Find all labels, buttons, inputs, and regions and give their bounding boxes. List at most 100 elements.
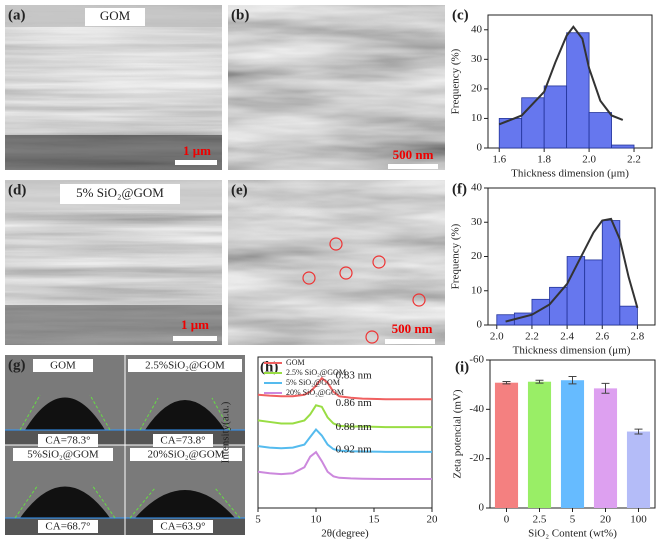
panel-label: (g) — [8, 357, 26, 373]
image-g: (g) GOM 2.5%SiO₂@GOM CA=78.3° CA=73.8° 5… — [5, 355, 245, 535]
panel-label: (i) — [455, 359, 469, 375]
image-e: (e) 500 nm — [228, 180, 445, 345]
x-tick-label: 0 — [504, 514, 510, 526]
y-tick-label: 20 — [471, 82, 483, 94]
error-bar — [601, 382, 610, 394]
x-tick-label: 15 — [369, 514, 381, 526]
x-axis-label: Thickness dimension (μm) — [511, 168, 629, 180]
y-axis-label: Frequency (%) — [450, 48, 462, 114]
markers — [302, 237, 426, 344]
plot-frame — [257, 356, 433, 509]
x-tick-label: 20 — [427, 514, 439, 526]
y-tick-label: 10 — [471, 284, 483, 296]
scale-bar — [385, 339, 435, 344]
annotation: 0.88 nm — [336, 421, 373, 433]
image-text: CA=73.8° — [160, 435, 205, 447]
scale-text: 500 nm — [392, 321, 433, 336]
annotation: 0.83 nm — [336, 370, 373, 382]
line — [257, 404, 432, 429]
fit-curve — [505, 217, 639, 323]
y-tick-label: 30 — [471, 53, 483, 65]
image-text: 5% SiO₂@GOM — [76, 185, 164, 200]
y-tick-label: 0 — [477, 319, 483, 331]
panel-label: (a) — [8, 7, 26, 23]
annotation: 0.86 nm — [336, 397, 373, 409]
scale-text: 500 nm — [393, 147, 434, 162]
x-tick-label: 1.8 — [537, 154, 551, 166]
y-tick-label: 0 — [477, 142, 483, 154]
x-tick-label: 20 — [600, 514, 612, 526]
y-axis-label: Intensity(a.u.) — [220, 401, 232, 463]
label-boxes — [13, 359, 242, 533]
annotation: 0.92 nm — [336, 444, 373, 456]
x-axis-label: Thickness dimension (μm) — [513, 345, 631, 357]
legend-label: 2.5% SiO₂@GOM — [286, 368, 346, 377]
image-text: GOM — [50, 360, 76, 372]
panel-label: (d) — [8, 182, 26, 198]
error-bar — [535, 379, 544, 384]
x-tick-label: 2.8 — [631, 331, 645, 343]
error-bar — [502, 380, 511, 385]
line — [257, 450, 432, 481]
bar — [588, 112, 612, 149]
x-tick-label: 2.2 — [525, 331, 539, 343]
panel-label: (c) — [452, 7, 469, 23]
image-text: GOM — [100, 8, 131, 23]
scale-text: 1 μm — [181, 317, 209, 332]
scale-bar — [388, 164, 438, 169]
x-axis-label: 2θ(degree) — [321, 528, 369, 540]
x-tick-label: 2.5 — [533, 514, 547, 526]
scale-text: 1 μm — [183, 143, 211, 158]
y-tick-label: -20 — [469, 452, 484, 464]
fit-curve — [498, 25, 624, 126]
image-d: (d) 5% SiO₂@GOM 1 μm — [5, 180, 222, 345]
bar — [584, 259, 603, 326]
error-bar — [568, 376, 577, 385]
bar — [527, 381, 552, 508]
image-text: 20%SiO₂@GOM — [148, 449, 225, 461]
x-tick-label: 2.6 — [595, 331, 609, 343]
line — [257, 376, 432, 401]
image-text: 5%SiO₂@GOM — [27, 449, 99, 461]
x-axis-label: SiO₂ Content (wt%) — [528, 528, 617, 540]
legend-label: GOM — [286, 358, 305, 367]
image-b: (b) 500 nm — [228, 5, 445, 170]
y-tick-label: -60 — [469, 354, 484, 366]
bar — [521, 97, 545, 149]
y-tick-label: 0 — [479, 502, 485, 514]
bar — [601, 220, 621, 326]
legend-label: 20% SiO₂@GOM — [286, 388, 344, 397]
y-axis-label: Frequency (%) — [450, 223, 462, 289]
y-tick-label: 30 — [471, 216, 483, 228]
legend-label: 5% SiO₂@GOM — [286, 378, 340, 387]
x-tick-label: 5 — [570, 514, 576, 526]
x-tick-label: 1.6 — [492, 154, 506, 166]
scale-bar — [175, 160, 217, 165]
y-tick-label: 20 — [471, 250, 483, 262]
x-tick-label: 2.0 — [490, 331, 504, 343]
bar — [619, 305, 638, 326]
bar — [560, 380, 585, 508]
image-text: CA=68.7° — [45, 521, 90, 533]
bar — [543, 85, 568, 149]
panel-label: (f) — [452, 181, 467, 197]
x-tick-label: 2.0 — [582, 154, 596, 166]
x-tick-label: 2.4 — [560, 331, 574, 343]
image-text: CA=63.9° — [160, 521, 205, 533]
panel-label: (b) — [231, 7, 249, 23]
bar — [494, 382, 519, 508]
scale-bar — [173, 336, 217, 341]
y-tick-label: 10 — [471, 112, 483, 124]
image-a: (a) GOM 1 μm — [5, 5, 222, 170]
label-box — [60, 184, 180, 204]
x-tick-label: 100 — [630, 514, 647, 526]
panel-label: (e) — [231, 182, 248, 198]
y-tick-label: 40 — [471, 182, 483, 194]
x-tick-label: 5 — [255, 514, 261, 526]
x-tick-label: 10 — [311, 514, 323, 526]
bar — [626, 431, 651, 508]
bar — [611, 144, 635, 149]
bar — [593, 388, 618, 508]
image-text: CA=78.3° — [45, 435, 90, 447]
